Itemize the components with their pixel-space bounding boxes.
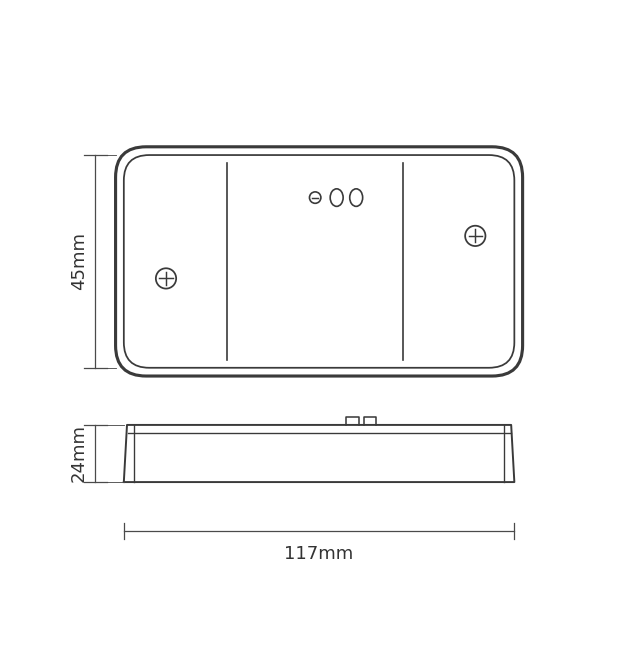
Text: 45mm: 45mm <box>70 232 88 291</box>
Text: 24mm: 24mm <box>70 424 88 483</box>
Text: 117mm: 117mm <box>284 545 354 563</box>
